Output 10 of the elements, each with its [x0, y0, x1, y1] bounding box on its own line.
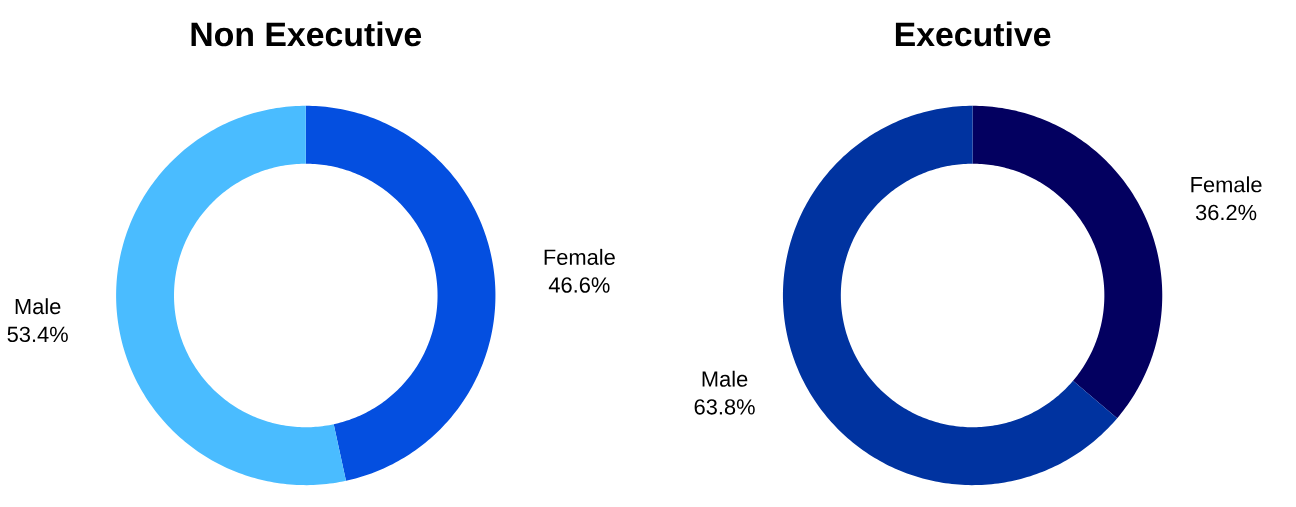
slice-label: Male	[702, 370, 748, 387]
data-label: 36.2%	[1195, 204, 1257, 221]
data-label: 53.4%	[7, 326, 68, 343]
data-label: 63.8%	[694, 399, 755, 415]
slice-label: Male	[15, 298, 61, 315]
slice-label: Female	[1191, 176, 1262, 193]
data-label: 46.6%	[548, 277, 610, 293]
chart-title: Non Executive	[191, 21, 422, 47]
chart-title: Executive	[895, 21, 1051, 47]
slice-label: Female	[544, 248, 615, 265]
